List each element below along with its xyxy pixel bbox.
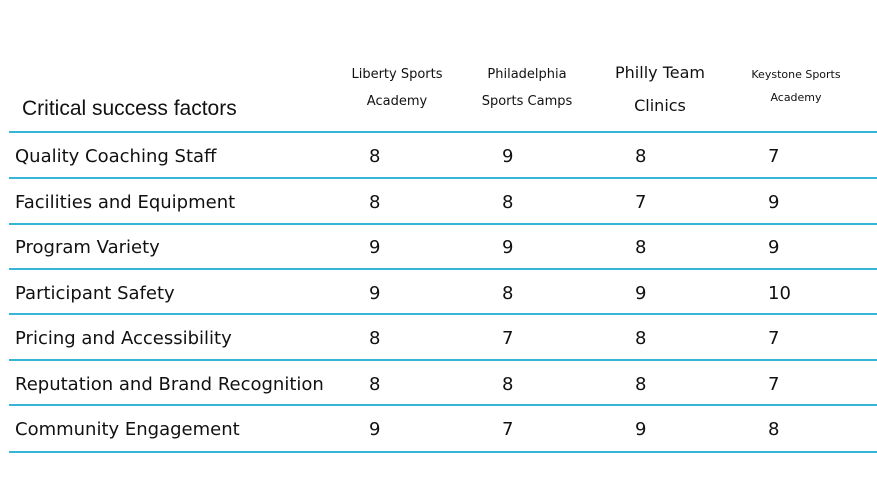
- score-cell: 7: [635, 192, 647, 213]
- score-cell: 9: [369, 237, 381, 258]
- column-header-line: Sports Camps: [481, 94, 573, 109]
- score-cell: 8: [502, 283, 514, 304]
- score-cell: 7: [502, 328, 514, 349]
- score-cell: 8: [768, 419, 780, 440]
- score-cell: 7: [502, 419, 514, 440]
- score-cell: 8: [635, 374, 647, 395]
- column-header-keystone-sports-academy: Keystone Sports Academy: [736, 63, 856, 109]
- score-cell: 10: [768, 283, 791, 304]
- row-divider: [9, 223, 877, 225]
- column-header-liberty-sports-academy: Liberty Sports Academy: [337, 61, 457, 115]
- score-cell: 8: [369, 192, 381, 213]
- table-row: Participant Safety 9 8 9 10: [9, 270, 877, 315]
- factor-label: Pricing and Accessibility: [15, 328, 232, 349]
- score-cell: 9: [635, 283, 647, 304]
- score-cell: 8: [369, 374, 381, 395]
- row-divider: [9, 359, 877, 361]
- row-divider: [9, 268, 877, 270]
- factor-label: Quality Coaching Staff: [15, 146, 217, 167]
- table-title: Critical success factors: [22, 97, 237, 120]
- score-cell: 8: [502, 374, 514, 395]
- factor-label: Facilities and Equipment: [15, 192, 236, 213]
- table-row: Quality Coaching Staff 8 9 8 7: [9, 133, 877, 178]
- factor-label: Participant Safety: [15, 283, 175, 304]
- table-row: Pricing and Accessibility 8 7 8 7: [9, 315, 877, 360]
- column-header-philly-team-clinics: Philly Team Clinics: [600, 56, 720, 122]
- score-cell: 8: [635, 146, 647, 167]
- column-header-line: Keystone Sports: [751, 68, 841, 81]
- table-row: Reputation and Brand Recognition 8 8 8 7: [9, 361, 877, 406]
- column-header-line: Philly Team: [615, 63, 705, 82]
- score-cell: 7: [768, 146, 780, 167]
- score-cell: 9: [369, 419, 381, 440]
- row-divider: [9, 313, 877, 315]
- row-divider: [9, 131, 877, 133]
- score-cell: 7: [768, 374, 780, 395]
- score-cell: 8: [502, 192, 514, 213]
- score-cell: 9: [635, 419, 647, 440]
- factor-label: Community Engagement: [15, 419, 240, 440]
- table-row: Facilities and Equipment 8 8 7 9: [9, 179, 877, 224]
- score-cell: 8: [635, 328, 647, 349]
- row-divider: [9, 177, 877, 179]
- row-divider: [9, 404, 877, 406]
- table-row: Program Variety 9 9 8 9: [9, 224, 877, 269]
- table-row: Community Engagement 9 7 9 8: [9, 406, 877, 451]
- column-header-philadelphia-sports-camps: Philadelphia Sports Camps: [467, 61, 587, 115]
- score-cell: 8: [635, 237, 647, 258]
- column-header-line: Academy: [770, 91, 822, 104]
- row-divider: [9, 451, 877, 453]
- score-cell: 7: [768, 328, 780, 349]
- score-cell: 9: [768, 237, 780, 258]
- score-cell: 9: [502, 146, 514, 167]
- factor-label: Reputation and Brand Recognition: [15, 374, 324, 395]
- score-cell: 8: [369, 146, 381, 167]
- column-header-line: Philadelphia: [487, 67, 567, 82]
- score-cell: 9: [768, 192, 780, 213]
- column-header-line: Liberty Sports: [351, 67, 443, 82]
- column-header-line: Clinics: [634, 96, 686, 115]
- score-cell: 9: [369, 283, 381, 304]
- column-header-line: Academy: [366, 94, 428, 109]
- score-cell: 8: [369, 328, 381, 349]
- factor-label: Program Variety: [15, 237, 160, 258]
- score-cell: 9: [502, 237, 514, 258]
